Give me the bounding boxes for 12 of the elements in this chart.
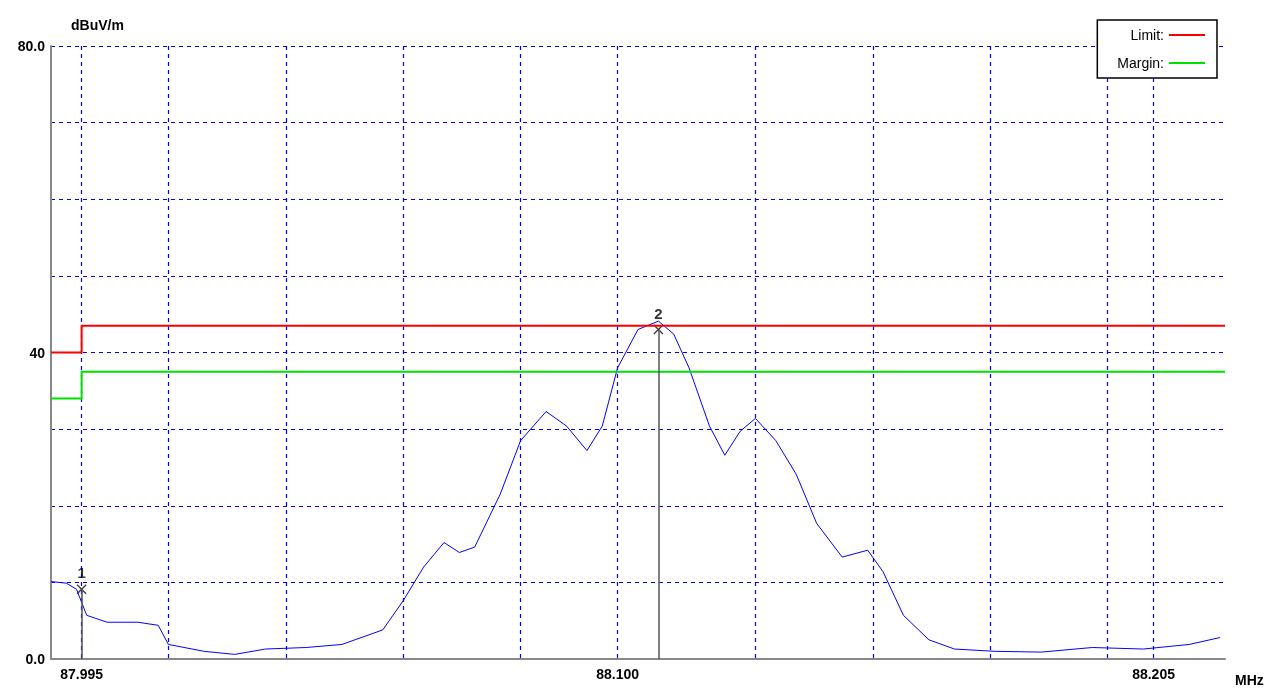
annotation: 2 <box>654 304 663 322</box>
x-tick-label: 87.995 <box>60 666 104 682</box>
x-axis-title: MHz <box>1235 672 1264 688</box>
y-tick-label: 0.0 <box>25 651 46 667</box>
y-tick-label: 40 <box>29 344 46 361</box>
y-tick-label: 80.0 <box>17 38 46 54</box>
legend-label: Margin: <box>1117 55 1164 71</box>
legend-label: Limit: <box>1130 27 1164 43</box>
y-axis-title: dBuV/m <box>71 17 124 33</box>
annotation: 1 <box>77 564 86 582</box>
x-tick-label: 88.205 <box>1132 666 1176 682</box>
x-tick-label: 88.100 <box>596 666 640 682</box>
